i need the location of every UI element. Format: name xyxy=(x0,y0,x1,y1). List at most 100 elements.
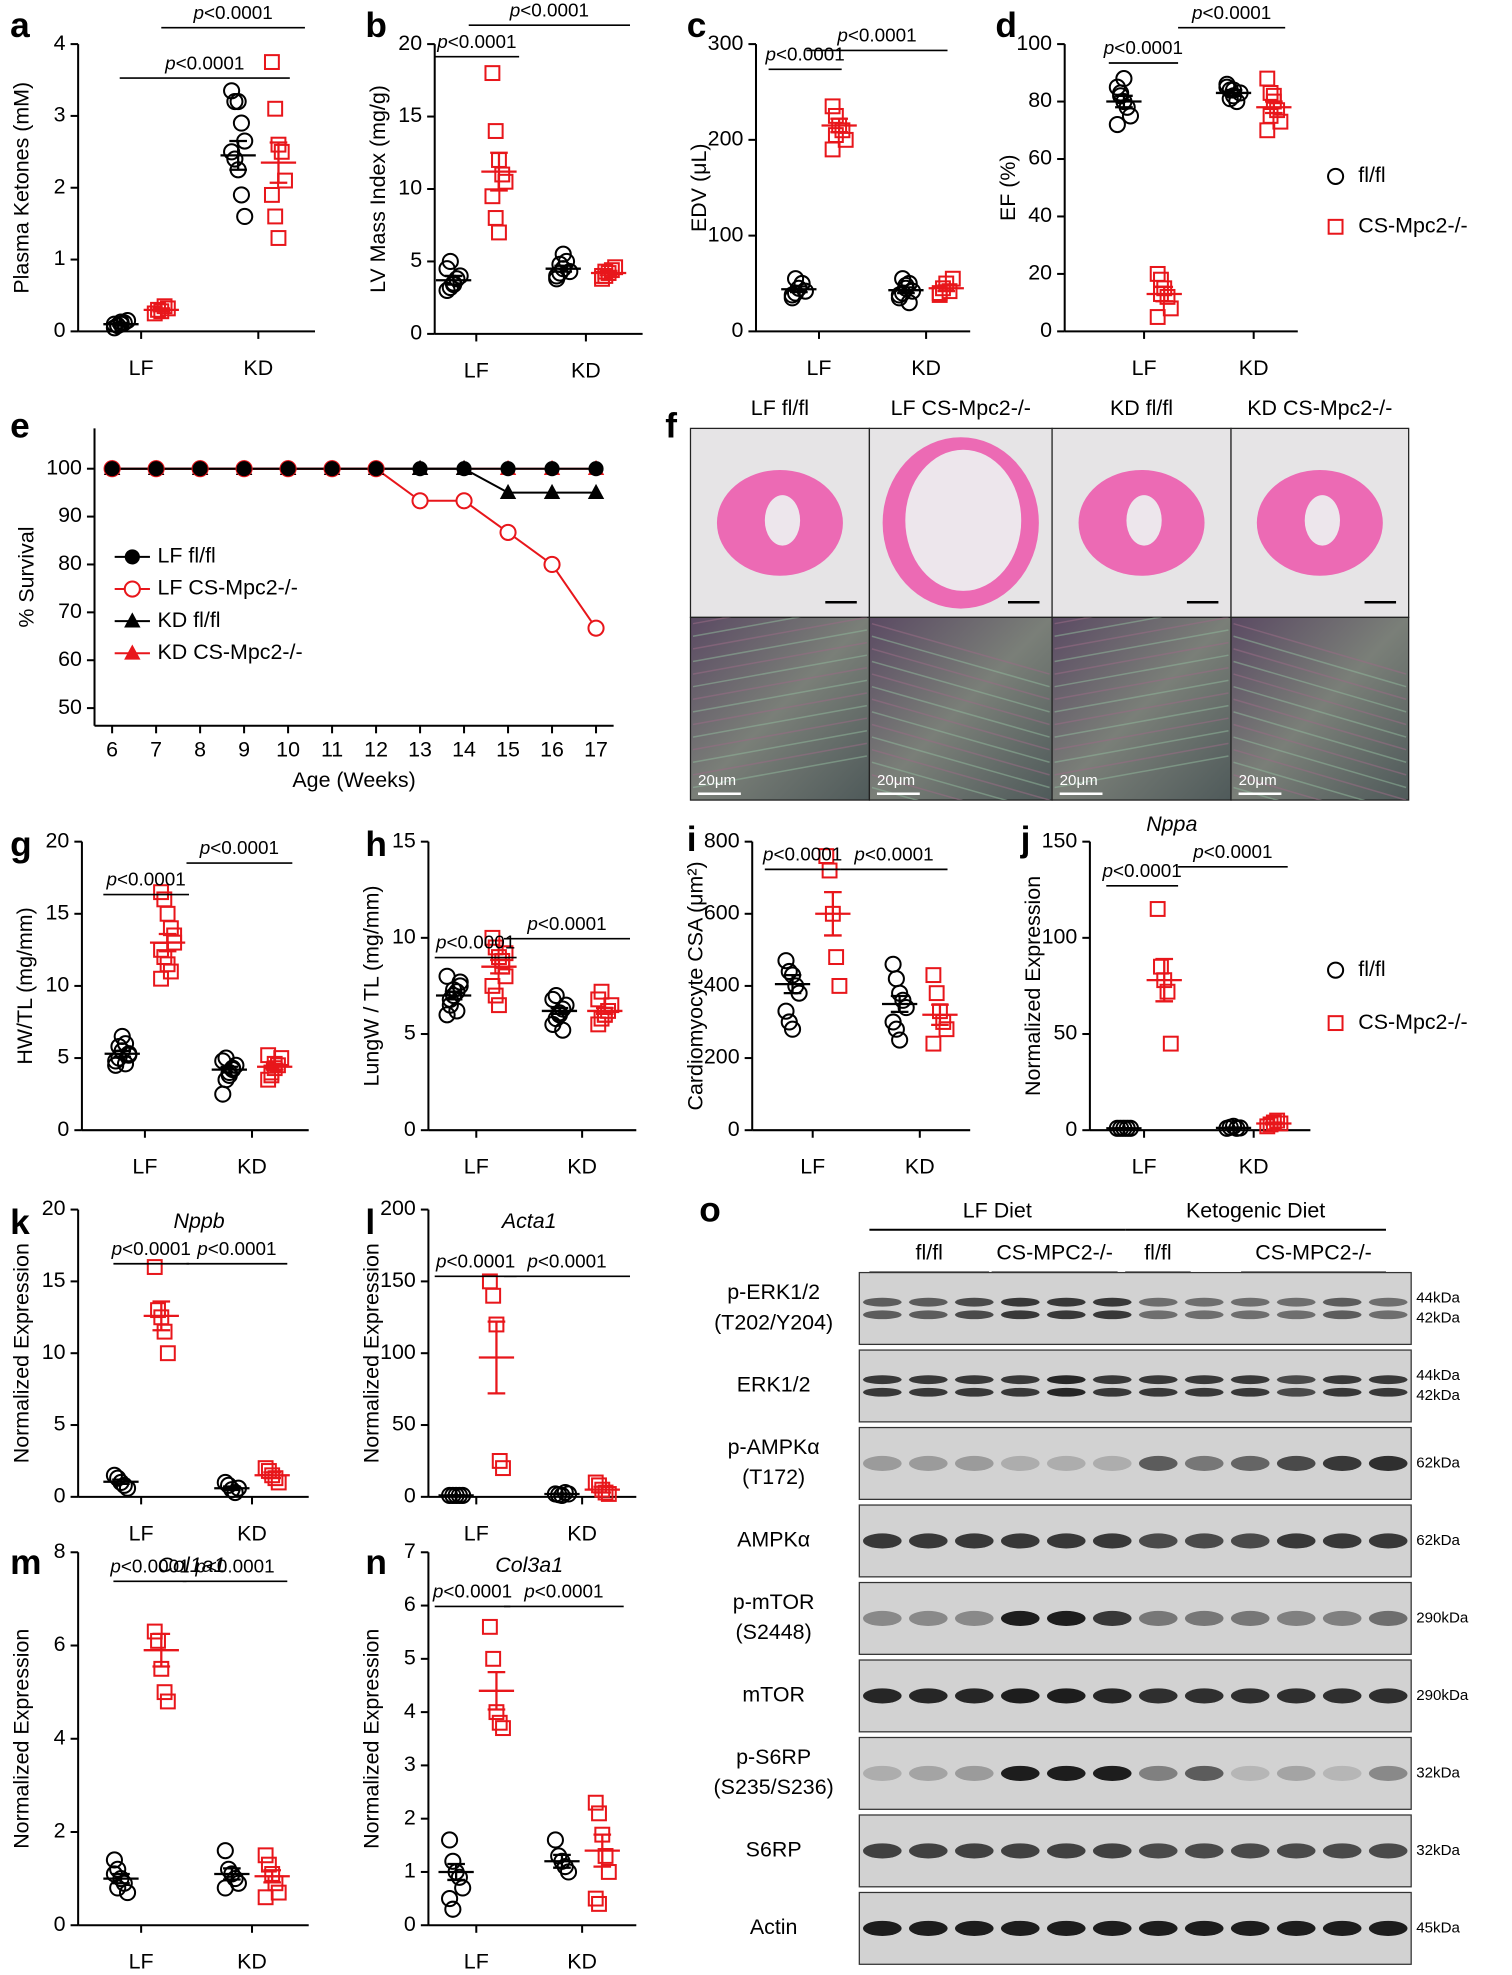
fiber xyxy=(871,635,1050,688)
kda-label: 44kDa xyxy=(1416,1289,1460,1306)
data-point xyxy=(146,1623,163,1640)
y-axis-label: Normalized Expression xyxy=(9,1629,33,1849)
fiber xyxy=(692,654,868,688)
data-point xyxy=(827,107,844,124)
band xyxy=(908,1610,948,1626)
data-point xyxy=(109,1879,127,1897)
y-tick-label: 0 xyxy=(54,1483,66,1507)
fiber xyxy=(692,692,868,726)
band xyxy=(1276,1765,1316,1781)
y-axis-label: Normalized Expression xyxy=(9,1243,33,1463)
data-point xyxy=(831,977,848,994)
y-tick-label: 0 xyxy=(54,318,66,342)
chart-title: Nppa xyxy=(1146,812,1197,836)
panel-label: o xyxy=(699,1190,721,1229)
data-point xyxy=(543,483,561,499)
band xyxy=(1000,1843,1040,1859)
data-point xyxy=(444,1900,462,1918)
x-tick-label: 9 xyxy=(238,738,250,762)
band xyxy=(862,1310,902,1320)
band xyxy=(1184,1297,1224,1307)
band xyxy=(908,1297,948,1307)
band xyxy=(908,1310,948,1320)
band xyxy=(1276,1843,1316,1859)
legend-label: LF CS-Mpc2-/- xyxy=(158,576,298,600)
band xyxy=(1368,1533,1408,1549)
kda-label: 32kDa xyxy=(1416,1764,1460,1781)
fiber xyxy=(871,648,1050,701)
band xyxy=(1368,1843,1408,1859)
fiber xyxy=(1054,617,1229,625)
band xyxy=(1276,1310,1316,1320)
legend-marker xyxy=(123,580,141,598)
band xyxy=(1046,1843,1086,1859)
fiber xyxy=(1233,673,1407,726)
band xyxy=(1046,1688,1086,1704)
y-tick-label: 150 xyxy=(1042,828,1078,852)
y-tick-label: 80 xyxy=(58,551,82,575)
data-point xyxy=(192,461,208,477)
data-point xyxy=(484,929,501,946)
y-tick-label: 8 xyxy=(54,1539,66,1563)
data-point xyxy=(485,1650,502,1667)
data-point xyxy=(257,1847,274,1864)
band xyxy=(1368,1297,1408,1307)
x-tick-label: KD xyxy=(1239,356,1269,380)
data-point xyxy=(450,1868,468,1886)
band xyxy=(1000,1375,1040,1385)
band xyxy=(1138,1688,1178,1704)
p-value: p<0.0001 xyxy=(199,838,279,859)
row-label: (T202/Y204) xyxy=(714,1310,833,1334)
band xyxy=(1092,1533,1132,1549)
y-tick-label: 800 xyxy=(704,828,740,852)
fiber xyxy=(1054,617,1229,650)
y-tick-label: 3 xyxy=(404,1752,416,1776)
data-point xyxy=(928,985,945,1002)
p-value: p<0.0001 xyxy=(853,845,933,866)
x-axis-label: Age (Weeks) xyxy=(292,768,415,792)
y-tick-label: 0 xyxy=(731,318,743,342)
panel-label: b xyxy=(365,6,387,45)
fiber xyxy=(1054,667,1229,701)
fiber xyxy=(692,704,868,738)
kda-label: 62kDa xyxy=(1416,1454,1460,1471)
fiber xyxy=(1233,761,1407,801)
band xyxy=(1368,1310,1408,1320)
y-tick-label: 10 xyxy=(46,973,70,997)
y-tick-label: 100 xyxy=(46,455,82,479)
band xyxy=(1000,1455,1040,1472)
panel-label: l xyxy=(365,1203,375,1242)
p-value: p<0.0001 xyxy=(432,1582,512,1603)
data-point xyxy=(554,245,572,263)
y-tick-label: 60 xyxy=(58,647,82,671)
fiber xyxy=(1233,622,1407,675)
data-point xyxy=(887,970,905,988)
band xyxy=(908,1387,948,1397)
blot-strip xyxy=(858,1736,1412,1810)
data-point xyxy=(484,65,501,82)
x-tick-label: KD xyxy=(237,1155,267,1179)
band xyxy=(1184,1688,1224,1704)
fiber xyxy=(1054,654,1229,688)
data-point xyxy=(229,92,247,111)
band xyxy=(954,1455,994,1472)
legend-marker xyxy=(124,549,140,565)
data-point xyxy=(257,1889,274,1906)
data-point xyxy=(891,1031,909,1049)
fiber xyxy=(871,660,1050,713)
data-point xyxy=(487,987,504,1004)
band xyxy=(1046,1310,1086,1320)
data-point xyxy=(277,172,293,189)
data-point xyxy=(118,1884,137,1902)
data-point xyxy=(491,224,507,241)
x-tick-label: KD xyxy=(571,358,601,382)
panel-label: g xyxy=(10,825,32,864)
band xyxy=(1276,1533,1316,1549)
band xyxy=(1230,1310,1270,1320)
x-tick-label: LF xyxy=(464,1155,489,1179)
p-value: p<0.0001 xyxy=(192,3,272,24)
x-tick-label: LF xyxy=(807,356,832,380)
kda-label: 290kDa xyxy=(1416,1687,1469,1704)
fiber xyxy=(1233,786,1407,801)
data-point xyxy=(827,127,844,144)
